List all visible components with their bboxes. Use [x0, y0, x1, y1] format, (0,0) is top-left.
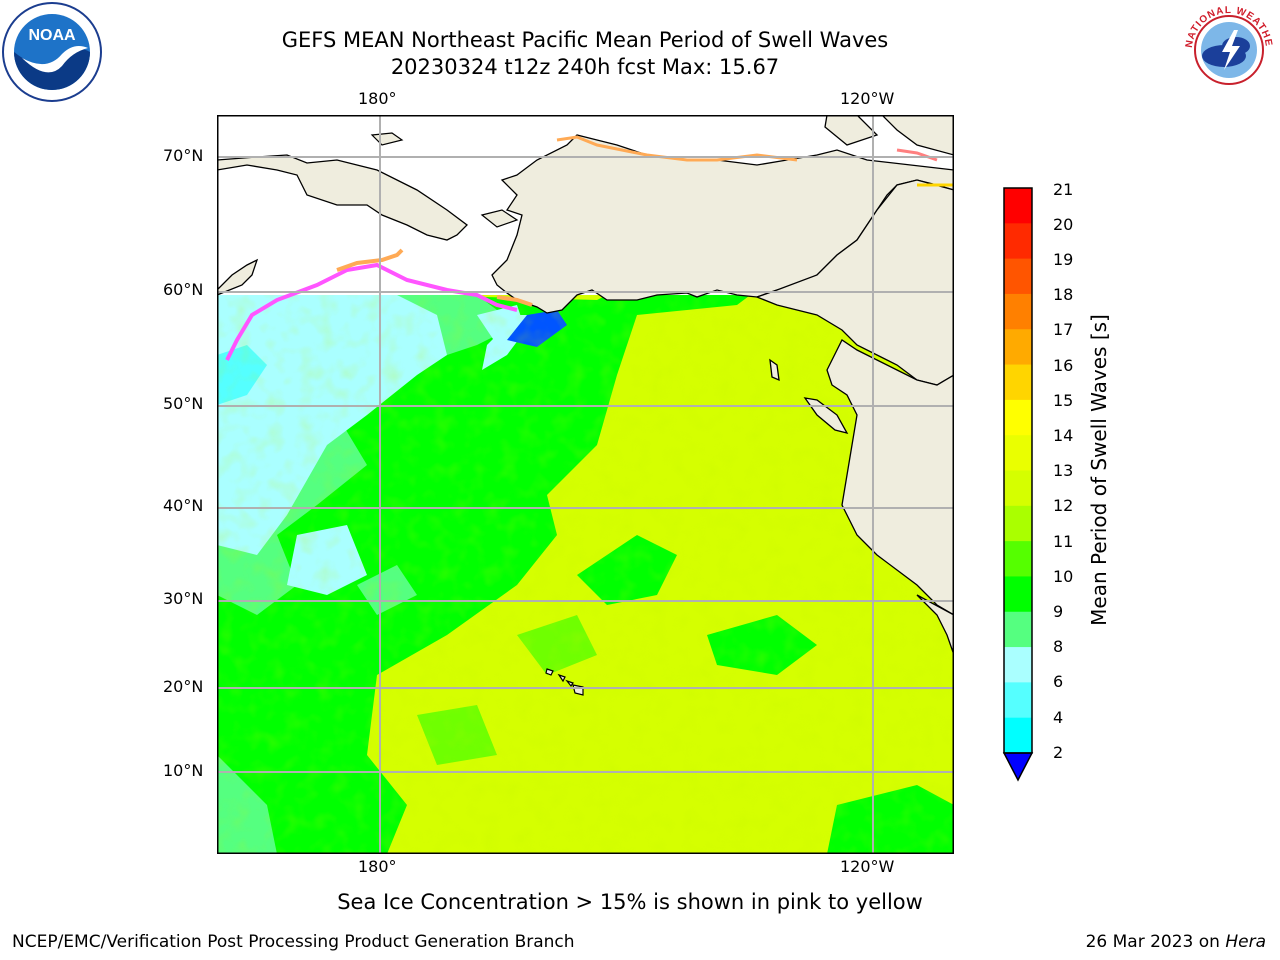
lon-label-top-180: 180° [358, 89, 397, 108]
noaa-logo-text: NOAA [28, 27, 76, 44]
colorbar-segment [1004, 399, 1032, 436]
caption: Sea Ice Concentration > 15% is shown in … [0, 890, 1280, 914]
footer-host: Hera [1225, 932, 1266, 952]
lat-label-10n: 10°N [163, 761, 204, 780]
colorbar-tick: 6 [1053, 672, 1064, 691]
colorbar-tick: 2 [1053, 743, 1064, 762]
colorbar-tick: 17 [1053, 320, 1074, 339]
footer-date-text: 26 Mar 2023 on [1085, 932, 1226, 952]
colorbar-segment [1004, 682, 1032, 719]
lat-label-40n: 40°N [163, 496, 204, 515]
colorbar-tick: 20 [1053, 215, 1074, 234]
footer-credit: NCEP/EMC/Verification Post Processing Pr… [12, 932, 575, 952]
title-line-2: 20230324 t12z 240h fcst Max: 15.67 [390, 55, 780, 79]
lon-label-bottom-120w: 120°W [840, 857, 895, 876]
colorbar-tick: 15 [1053, 391, 1074, 410]
colorbar-tick: 10 [1053, 567, 1074, 586]
colorbar-tick: 11 [1053, 532, 1074, 551]
lat-label-20n: 20°N [163, 677, 204, 696]
colorbar-tick: 13 [1053, 461, 1074, 480]
colorbar-segment [1004, 611, 1032, 648]
colorbar-tick: 19 [1053, 250, 1074, 269]
lat-label-30n: 30°N [163, 589, 204, 608]
colorbar-tick: 21 [1053, 180, 1074, 199]
colorbar-segment [1004, 223, 1032, 260]
title-line-1: GEFS MEAN Northeast Pacific Mean Period … [281, 28, 889, 52]
colorbar-segment [1004, 364, 1032, 401]
swell-period-map [217, 115, 954, 854]
colorbar-extend-arrow [1002, 752, 1034, 782]
colorbar-tick: 18 [1053, 285, 1074, 304]
lon-label-bottom-180: 180° [358, 857, 397, 876]
sea-ice-edge [225, 262, 518, 361]
colorbar-segment [1004, 647, 1032, 683]
colorbar-title: Mean Period of Swell Waves [s] [1087, 314, 1111, 626]
colorbar-tick: 12 [1053, 496, 1074, 515]
colorbar-segment [1004, 717, 1032, 754]
colorbar-segment [1004, 435, 1032, 471]
noaa-logo-icon: NOAA [2, 2, 102, 102]
graticule [217, 115, 954, 854]
colorbar-tick: 8 [1053, 637, 1064, 656]
colorbar-segment [1004, 576, 1032, 613]
colorbar-tick: 4 [1053, 708, 1064, 727]
lat-label-50n: 50°N [163, 394, 204, 413]
colorbar-segment [1004, 505, 1032, 542]
colorbar-tick: 9 [1053, 602, 1064, 621]
colorbar-segment [1004, 329, 1032, 366]
nws-logo-icon: NATIONAL WEATHER SERVICE [1178, 0, 1276, 97]
land-siberia [217, 154, 468, 241]
colorbar-segment [1004, 541, 1032, 577]
caption-text: Sea Ice Concentration > 15% is shown in … [337, 890, 923, 914]
colorbar-segment [1004, 258, 1032, 295]
colorbar-tick: 16 [1053, 356, 1074, 375]
footer-date: 26 Mar 2023 on Hera [1086, 932, 1266, 952]
lat-label-70n: 70°N [163, 146, 204, 165]
colorbar [1002, 187, 1034, 782]
land-usa [826, 339, 954, 616]
colorbar-segment [1004, 470, 1032, 507]
colorbar-tick: 14 [1053, 426, 1074, 445]
lon-label-top-120w: 120°W [840, 89, 895, 108]
lat-label-60n: 60°N [163, 280, 204, 299]
colorbar-segment [1004, 293, 1032, 330]
colorbar-segment [1004, 188, 1032, 224]
